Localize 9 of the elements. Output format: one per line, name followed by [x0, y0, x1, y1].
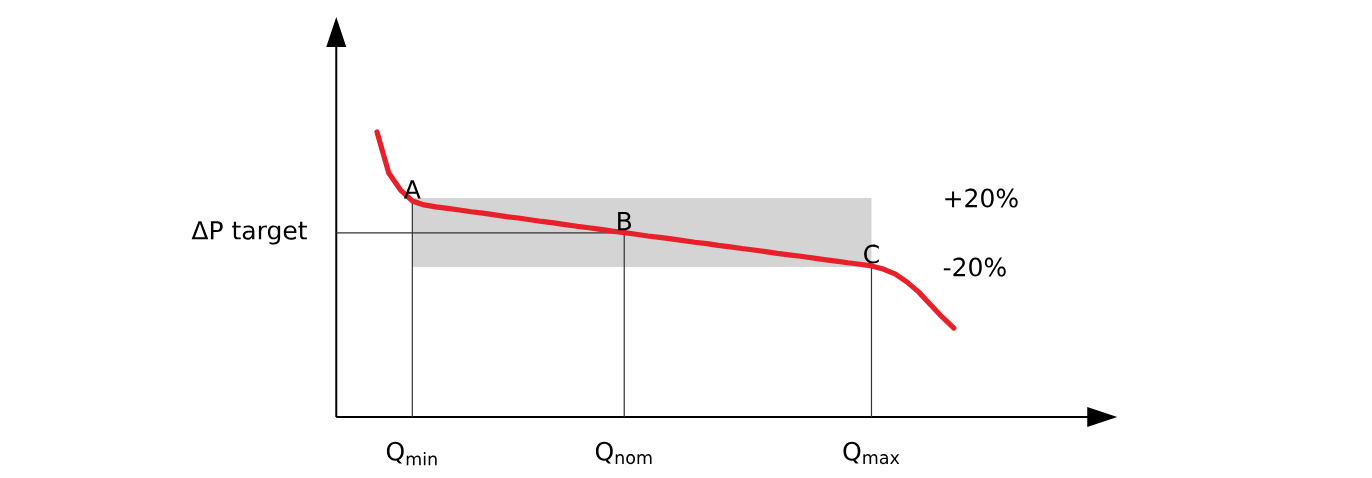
x-tick-label: Q$_{nom}$ [595, 441, 652, 465]
annotation: +20% [945, 188, 1018, 208]
annotation: B [618, 211, 632, 231]
ref-line-label: ΔP target [191, 221, 307, 245]
x-tick-label: Q$_{min}$ [386, 441, 437, 466]
x-tick-label: Q$_{max}$ [843, 441, 900, 465]
annotation: A [403, 180, 421, 199]
annotation: C [864, 244, 879, 264]
annotation: -20% [943, 257, 1006, 277]
